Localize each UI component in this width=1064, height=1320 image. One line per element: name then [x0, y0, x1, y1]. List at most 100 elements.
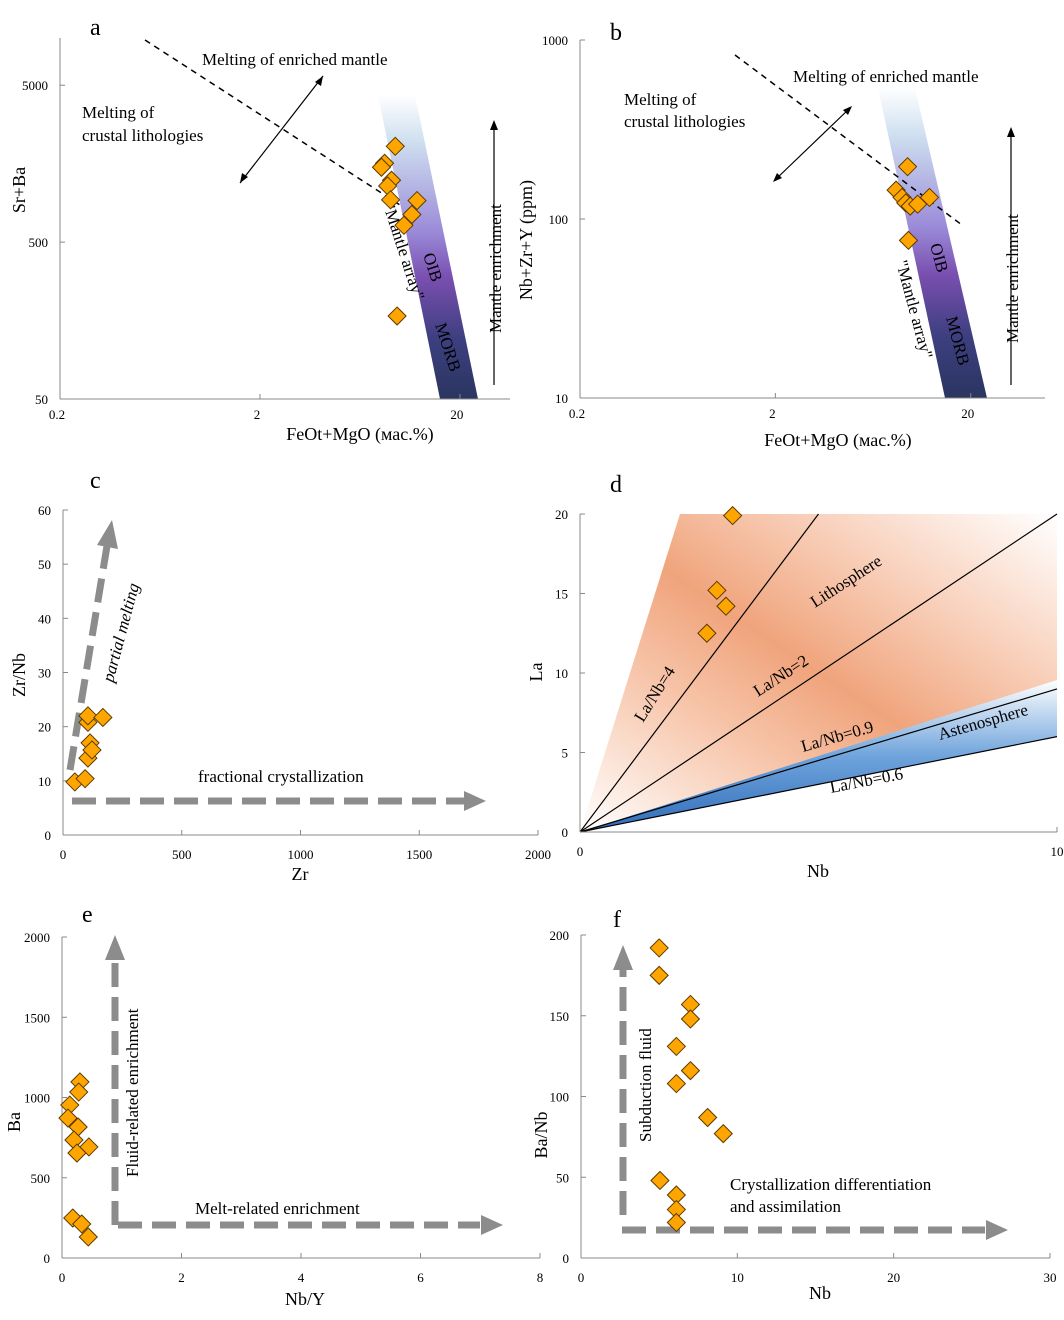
x-tick-label: 6	[417, 1270, 424, 1285]
panel-c-points	[65, 706, 113, 792]
y-axis-label: Nb+Zr+Y (ppm)	[516, 180, 537, 300]
data-point	[666, 1036, 687, 1057]
x-tick-label: 1500	[406, 847, 432, 862]
x-tick-label: 10	[731, 1270, 744, 1285]
y-tick-label: 60	[38, 503, 51, 518]
x-axis-label: FeOt+MgO (мас.%)	[286, 424, 433, 445]
data-point	[407, 190, 427, 211]
y-axis-label: Ba	[4, 1112, 24, 1132]
x-tick-label: 0.2	[569, 406, 585, 421]
x-tick-label: 1000	[288, 847, 314, 862]
annotation: crustal lithologies	[624, 112, 745, 131]
panel-c-decor: partial melting fractional crystallizati…	[66, 520, 486, 811]
y-tick-label: 10	[38, 774, 51, 789]
data-point	[697, 623, 717, 643]
annotation: Mantle enrichment	[486, 204, 505, 333]
y-tick-label: 40	[38, 611, 51, 626]
arrow-head-icon	[105, 935, 125, 960]
x-tick-label: 0.2	[49, 407, 65, 422]
y-tick-label: 50	[556, 1170, 569, 1185]
arrow-head-icon	[773, 173, 782, 182]
y-tick-label: 1500	[24, 1010, 50, 1025]
y-tick-label: 500	[29, 235, 49, 250]
panel-b-axes: 0.2 2 20 10 100 1000 b FeOt+MgO (мас.%) Nb+Zr+Y …	[516, 20, 1045, 451]
y-tick-label: 200	[550, 928, 570, 943]
double-arrow	[774, 107, 851, 181]
mantle-array-band	[378, 95, 478, 399]
panel-e-points	[58, 1072, 99, 1247]
data-point	[82, 740, 102, 760]
arrow-head-icon	[240, 173, 248, 183]
data-point	[75, 768, 95, 789]
x-axis-label: FeOt+MgO (мас.%)	[764, 430, 911, 451]
data-point	[713, 1123, 733, 1144]
y-tick-label: 30	[38, 666, 51, 681]
y-tick-label: 1000	[24, 1091, 50, 1106]
x-tick-label: 4	[298, 1270, 305, 1285]
y-tick-label: 20	[555, 507, 568, 522]
data-point	[69, 1082, 89, 1102]
y-tick-label: 10	[555, 666, 568, 681]
arrow-head-icon	[843, 106, 852, 115]
annotation: Melting of enriched mantle	[202, 50, 388, 69]
arrow-head-icon	[490, 120, 498, 130]
data-point	[649, 965, 669, 986]
y-tick-label: 150	[550, 1009, 570, 1024]
arrow-head-icon	[97, 520, 118, 549]
enriched-mantle-dashed-line	[144, 39, 401, 206]
double-arrow	[239, 75, 324, 184]
data-point	[385, 136, 405, 157]
x-axis-label: Zr	[292, 864, 309, 884]
y-axis-label: Sr+Ba	[9, 167, 29, 213]
y-tick-label: 0	[44, 1251, 51, 1266]
annotation: Crystallization differentiation	[730, 1175, 932, 1194]
y-tick-label: 50	[35, 392, 48, 407]
data-point	[707, 580, 727, 601]
arrow-head-icon	[613, 945, 633, 970]
panel-d-points	[697, 505, 743, 643]
annotation: Melting of	[82, 103, 155, 122]
data-point	[93, 707, 113, 728]
x-tick-label: 0	[578, 1270, 585, 1285]
panel-f-points	[649, 938, 733, 1233]
annotation: Melt-related enrichment	[195, 1199, 360, 1218]
annotation: Melting of	[624, 90, 697, 109]
y-tick-label: 5	[562, 746, 569, 761]
annotation: Mantle enrichment	[1003, 214, 1022, 343]
annotation: and assimilation	[730, 1197, 841, 1216]
y-tick-label: 50	[38, 557, 51, 572]
data-point	[680, 1060, 701, 1081]
panel-a-axes: 0.2 2 20 50 500 5000 a FeOt+MgO (мас.%) Sr+Ba	[9, 15, 510, 445]
annotation: Melting of enriched mantle	[793, 67, 979, 86]
data-point	[722, 505, 743, 526]
x-tick-label: 10	[1051, 844, 1064, 859]
x-tick-label: 0	[59, 1270, 66, 1285]
data-point	[897, 156, 918, 177]
arrow-head-icon	[1007, 127, 1015, 137]
x-tick-label: 2000	[525, 847, 551, 862]
annotation: partial melting	[98, 581, 143, 685]
data-point	[649, 938, 669, 958]
x-axis-label: Nb	[807, 861, 829, 881]
data-point	[387, 306, 407, 326]
panel-letter: b	[610, 20, 622, 46]
arrow-head-icon	[986, 1220, 1008, 1240]
panel-c-axes: 0 500 1000 1500 2000 0 10 20 30 40 50 60 c Zr Zr/Nb	[9, 468, 551, 884]
arrow-head-icon	[315, 76, 323, 86]
y-tick-label: 0	[562, 825, 569, 840]
x-tick-label: 2	[178, 1270, 185, 1285]
data-point	[380, 190, 401, 210]
ratio-line	[579, 513, 1058, 833]
annotation: Subduction fluid	[636, 1028, 655, 1142]
panel-b-decor: Melting of enriched mantle Melting of cr…	[624, 54, 1022, 398]
y-tick-label: 100	[550, 1090, 570, 1105]
panel-letter: d	[610, 472, 622, 498]
panel-a-decor: Melting of enriched mantle Melting of cr…	[82, 39, 505, 399]
x-axis-label: Nb/Y	[285, 1289, 325, 1309]
data-point	[78, 706, 98, 726]
ratio-line	[579, 736, 1058, 833]
panel-f-axes: 0 10 20 30 0 50 100 150 200 f Nb Ba/Nb	[531, 907, 1057, 1303]
panel-letter: e	[82, 902, 93, 928]
panel-f-decor: Subduction fluid Crystallization differe…	[613, 945, 1008, 1240]
